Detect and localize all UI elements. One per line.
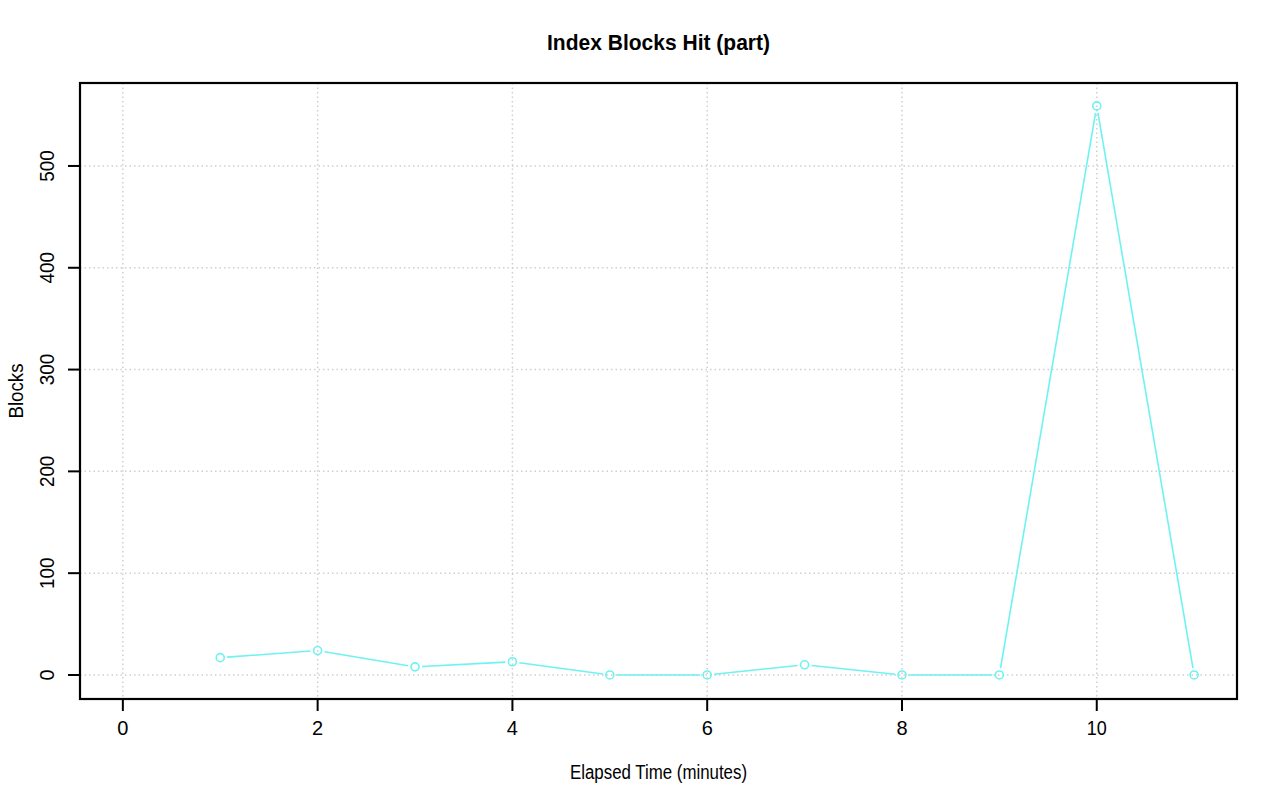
axis-ticks — [68, 166, 1097, 711]
x-tick-label: 6 — [702, 717, 713, 739]
series-line-segment — [1001, 113, 1096, 668]
series-line-segment — [325, 652, 409, 666]
series-line-segment — [714, 666, 797, 675]
y-tick-label: 0 — [36, 669, 58, 680]
series-line-segment — [422, 662, 505, 666]
series-line-segment — [1098, 113, 1193, 668]
x-tick-label: 2 — [312, 717, 323, 739]
series-line-segment — [519, 663, 603, 674]
y-tick-label: 100 — [36, 557, 58, 589]
x-tick-label: 8 — [896, 717, 907, 739]
y-tick-label: 300 — [36, 354, 58, 386]
y-tick-label: 400 — [36, 252, 58, 284]
y-tick-label: 200 — [36, 456, 58, 488]
x-tick-label: 0 — [117, 717, 128, 739]
data-point-marker — [216, 654, 224, 662]
data-point-marker — [411, 663, 419, 671]
series-line-segment — [227, 651, 310, 657]
series-line-segment — [812, 666, 895, 675]
line-chart: 02468100100200300400500 Index Blocks Hit… — [0, 0, 1280, 801]
x-tick-label: 4 — [507, 717, 518, 739]
x-axis-label: Elapsed Time (minutes) — [570, 761, 747, 783]
y-tick-label: 500 — [36, 150, 58, 182]
plot-border — [80, 83, 1237, 699]
x-tick-label: 10 — [1087, 717, 1107, 739]
chart-title: Index Blocks Hit (part) — [547, 30, 770, 55]
y-axis-label: Blocks — [5, 364, 27, 419]
tick-labels: 02468100100200300400500 — [36, 150, 1107, 739]
data-point-marker — [801, 661, 809, 669]
gridlines — [80, 83, 1237, 699]
